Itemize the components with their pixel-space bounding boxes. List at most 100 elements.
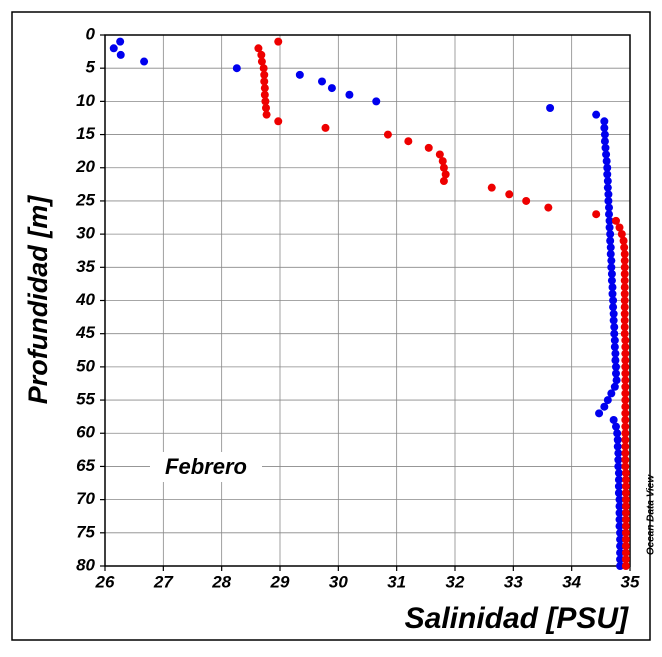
data-point <box>609 303 618 312</box>
data-point <box>602 157 611 166</box>
data-point <box>609 296 618 305</box>
data-point <box>615 522 624 531</box>
data-point <box>615 508 624 517</box>
data-point <box>600 117 609 126</box>
data-point <box>435 150 444 159</box>
data-point <box>621 528 630 537</box>
y-tick-label: 0 <box>86 24 96 43</box>
data-point <box>607 263 616 272</box>
data-point <box>616 535 625 544</box>
x-tick-label: 34 <box>562 572 581 591</box>
data-point <box>614 455 623 464</box>
data-point <box>621 362 630 371</box>
data-point <box>613 442 622 451</box>
y-tick-label: 45 <box>75 323 95 342</box>
data-point <box>441 170 450 179</box>
data-point <box>615 515 624 524</box>
data-point <box>619 236 628 245</box>
data-point <box>614 469 623 478</box>
y-axis-label: Profundidad [m] <box>23 195 53 404</box>
data-point <box>620 256 629 265</box>
data-point <box>603 170 612 179</box>
data-point <box>614 482 623 491</box>
data-point <box>607 276 616 285</box>
data-point <box>295 70 304 79</box>
data-point <box>621 482 630 491</box>
data-point <box>600 130 609 139</box>
data-point <box>614 475 623 484</box>
y-tick-label: 60 <box>76 423 95 442</box>
data-point <box>620 329 629 338</box>
x-tick-label: 35 <box>621 572 640 591</box>
data-point <box>621 369 630 378</box>
plot-border <box>104 34 631 567</box>
data-point <box>592 110 601 119</box>
data-point <box>621 415 630 424</box>
data-point <box>607 389 616 398</box>
data-point <box>605 203 613 212</box>
data-point <box>609 316 618 325</box>
data-point <box>274 37 283 46</box>
data-point <box>620 303 629 312</box>
data-point <box>600 402 609 411</box>
data-point <box>620 289 629 298</box>
data-point <box>604 196 613 205</box>
data-point <box>621 449 630 458</box>
data-point <box>608 289 617 298</box>
data-point <box>620 283 629 292</box>
data-point <box>620 250 629 259</box>
data-point <box>621 508 630 517</box>
x-tick-label: 28 <box>211 572 231 591</box>
data-point <box>613 435 622 444</box>
data-point <box>621 462 630 471</box>
data-point <box>612 216 620 225</box>
data-point <box>610 382 619 391</box>
data-point <box>621 409 630 418</box>
data-point <box>274 117 283 126</box>
data-point <box>318 77 326 86</box>
data-point <box>603 396 612 405</box>
x-tick-label: 27 <box>153 572 174 591</box>
y-tick-label: 35 <box>76 257 95 276</box>
data-point <box>505 190 514 199</box>
data-point <box>612 376 621 385</box>
data-point <box>608 283 617 292</box>
data-point <box>620 276 629 285</box>
data-point <box>612 362 620 371</box>
data-point <box>609 309 618 318</box>
data-point <box>600 137 609 146</box>
data-point <box>600 123 609 132</box>
data-point <box>438 157 447 166</box>
data-point <box>611 349 620 358</box>
data-point <box>620 316 629 325</box>
data-point <box>109 44 118 53</box>
y-tick-label: 70 <box>76 489 95 508</box>
data-point <box>620 309 629 318</box>
data-point <box>621 495 630 504</box>
data-point <box>595 409 604 418</box>
x-tick-label: 33 <box>504 572 523 591</box>
data-point <box>621 542 630 551</box>
data-point <box>615 495 624 504</box>
data-point <box>610 336 619 345</box>
data-point <box>616 528 625 537</box>
y-tick-label: 5 <box>86 58 96 77</box>
data-point <box>615 223 624 232</box>
data-point <box>424 143 433 152</box>
data-point <box>621 548 630 557</box>
data-point <box>620 269 629 278</box>
data-point <box>621 402 630 411</box>
data-point <box>621 562 630 570</box>
data-point <box>621 522 630 531</box>
data-point <box>621 376 630 385</box>
data-point <box>116 37 125 46</box>
x-tick-label: 26 <box>95 572 115 591</box>
y-tick-label: 20 <box>75 157 95 176</box>
data-point <box>616 555 625 564</box>
data-point <box>611 356 620 365</box>
data-point <box>257 50 266 59</box>
data-point <box>260 70 269 79</box>
data-point <box>544 203 553 212</box>
data-point <box>621 515 630 524</box>
